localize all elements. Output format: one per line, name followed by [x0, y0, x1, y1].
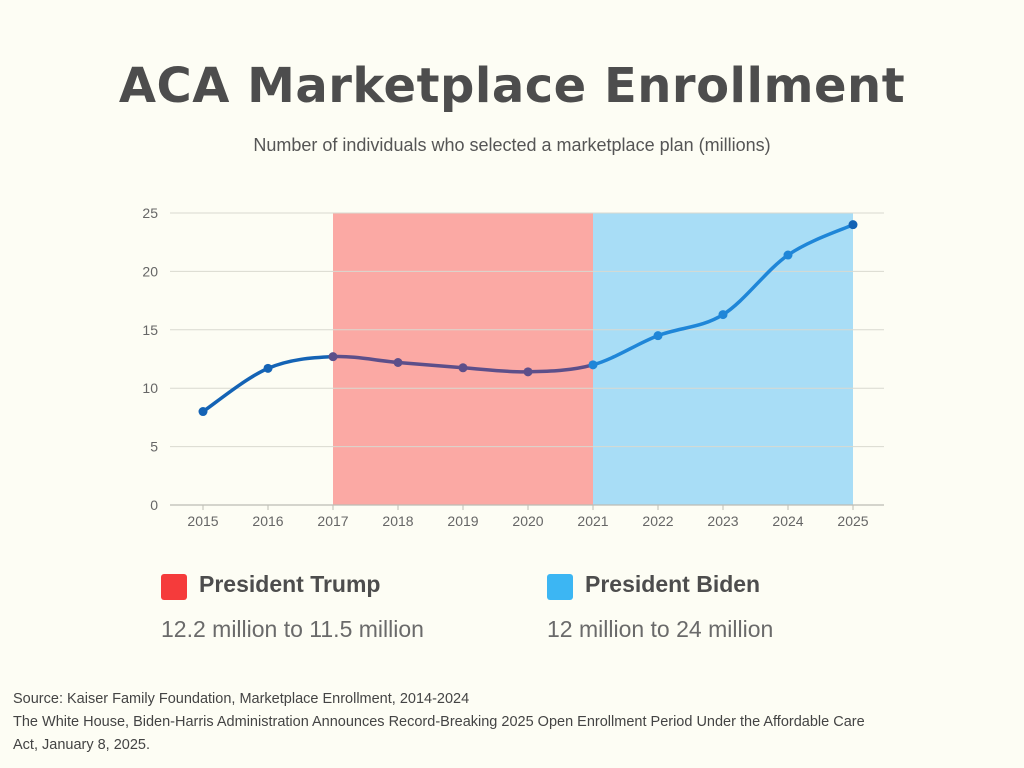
y-tick-label: 0 [150, 497, 158, 513]
data-point-2017 [328, 352, 338, 362]
source-note: Source: Kaiser Family Foundation, Market… [13, 688, 873, 757]
x-tick-label: 2022 [642, 513, 673, 529]
x-tick-label: 2021 [577, 513, 608, 529]
y-tick-label: 15 [142, 322, 158, 338]
data-point-2020 [523, 367, 533, 377]
legend-label-biden: President Biden [585, 571, 761, 597]
x-tick-label: 2017 [317, 513, 348, 529]
legend-range-trump: 12.2 million to 11.5 million [161, 616, 424, 642]
data-point-2018 [393, 358, 403, 368]
chart-subtitle: Number of individuals who selected a mar… [253, 135, 771, 155]
source-line-2: The White House, Biden-Harris Administra… [13, 714, 865, 753]
data-point-2024 [783, 250, 793, 260]
data-point-2019 [458, 363, 468, 373]
data-point-2023 [718, 310, 728, 320]
y-tick-label: 10 [142, 380, 158, 396]
data-point-2021 [588, 360, 598, 370]
x-tick-label: 2016 [252, 513, 283, 529]
legend-range-biden: 12 million to 24 million [547, 616, 774, 642]
x-tick-label: 2019 [447, 513, 478, 529]
legend-swatch-trump [161, 574, 187, 600]
y-tick-label: 20 [142, 263, 158, 279]
data-point-2016 [263, 363, 273, 373]
data-point-2022 [653, 331, 663, 341]
x-tick-label: 2024 [772, 513, 803, 529]
legend-swatch-biden [547, 574, 573, 600]
x-tick-label: 2018 [382, 513, 413, 529]
y-tick-label: 25 [142, 205, 158, 221]
y-tick-label: 5 [150, 439, 158, 455]
data-point-2025 [848, 220, 858, 230]
x-tick-label: 2015 [187, 513, 218, 529]
shaded-region-biden [593, 213, 853, 505]
x-tick-label: 2023 [707, 513, 738, 529]
data-point-2015 [198, 407, 208, 417]
chart-title: ACA Marketplace Enrollment [118, 58, 906, 114]
x-tick-label: 2020 [512, 513, 543, 529]
legend-label-trump: President Trump [199, 571, 381, 597]
source-line-1: Source: Kaiser Family Foundation, Market… [13, 691, 470, 707]
x-tick-label: 2025 [837, 513, 868, 529]
